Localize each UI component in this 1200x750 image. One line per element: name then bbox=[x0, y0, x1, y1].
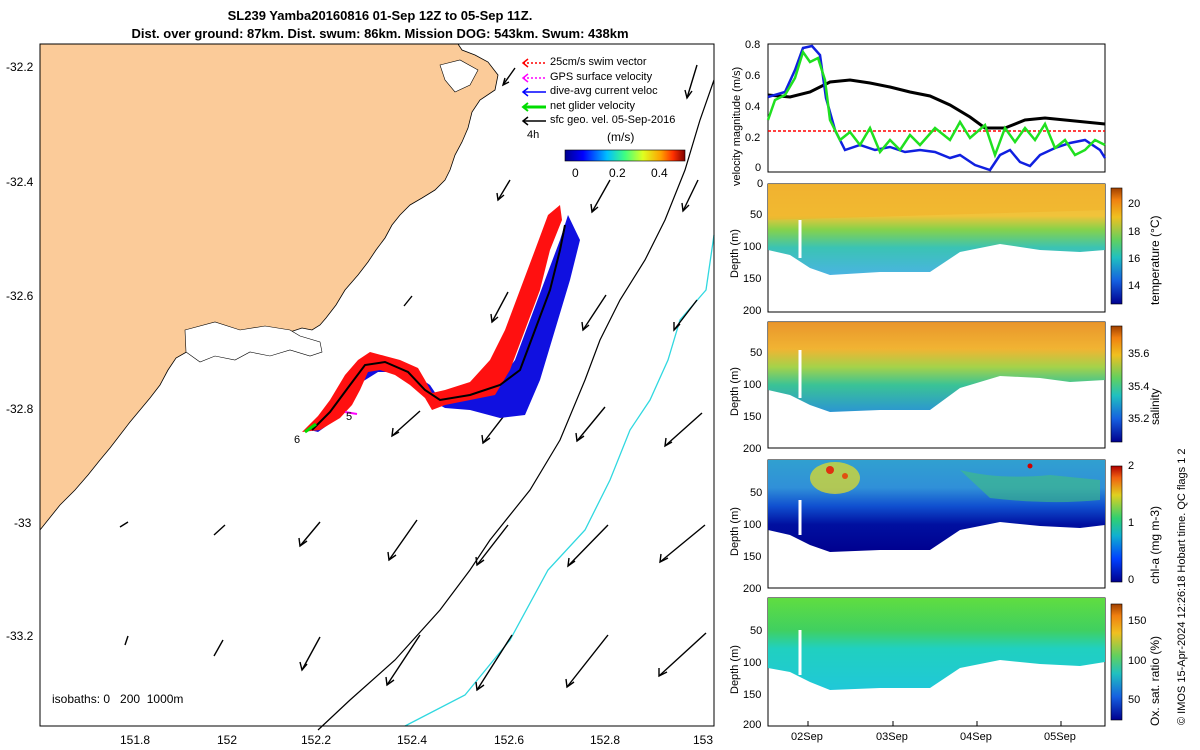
sal-cb-tick: 35.2 bbox=[1128, 413, 1150, 425]
ox-cb-tick: 150 bbox=[1128, 615, 1147, 627]
temp-depth-tick: 150 bbox=[743, 273, 762, 285]
copyright-caption: © IMOS 15-Apr-2024 12:26:18 Hobart time.… bbox=[1176, 448, 1188, 725]
lake bbox=[439, 59, 479, 93]
temp-depth-label: Depth (m) bbox=[729, 229, 741, 278]
colorbar-units: (m/s) bbox=[607, 130, 635, 144]
ox-depth-tick: 100 bbox=[743, 657, 762, 669]
velocity-blue-line bbox=[767, 44, 1107, 172]
net-glider-vector bbox=[304, 422, 317, 434]
sal-cb-tick: 35.4 bbox=[1128, 381, 1150, 393]
chl-cb-tick: 2 bbox=[1128, 460, 1135, 472]
ox-cb-tick: 100 bbox=[1128, 655, 1147, 667]
temp-cb-tick: 20 bbox=[1128, 198, 1141, 210]
sal-depth-label: Depth (m) bbox=[729, 367, 741, 416]
temp-depth-tick: 100 bbox=[743, 241, 762, 253]
lon-tick: 152 bbox=[217, 733, 238, 747]
time-tick: 03Sep bbox=[876, 731, 908, 743]
map-legend bbox=[521, 58, 546, 126]
temp-depth-tick: 200 bbox=[743, 305, 762, 317]
lon-tick: 153 bbox=[693, 733, 714, 747]
isobath-legend: isobaths: 0 200 1000m bbox=[52, 692, 184, 706]
ox-depth-label: Depth (m) bbox=[729, 645, 741, 694]
lon-tick: 152.6 bbox=[494, 733, 525, 747]
chl-depth-tick: 150 bbox=[743, 551, 762, 563]
chl-a-section bbox=[767, 459, 1123, 589]
colorbar-tick: 0 bbox=[572, 166, 579, 180]
sal-cb-label: salinity bbox=[1148, 388, 1162, 425]
title-line-2: Dist. over ground: 87km. Dist. swum: 86k… bbox=[131, 26, 629, 41]
lat-tick: -32.6 bbox=[6, 289, 34, 303]
gps-surface-vector bbox=[344, 411, 358, 415]
lat-tick: -32.2 bbox=[6, 60, 34, 74]
time-tick: 05Sep bbox=[1044, 731, 1076, 743]
velocity-ytick: 0.4 bbox=[745, 101, 761, 113]
sal-depth-tick: 50 bbox=[750, 347, 763, 359]
velocity-ylabel: velocity magnitude (m/s) bbox=[731, 66, 743, 186]
map-area bbox=[39, 43, 715, 731]
temp-depth-tick: 0 bbox=[757, 178, 764, 190]
velocity-ytick: 0.6 bbox=[745, 70, 761, 82]
current-vectors-blue bbox=[310, 215, 580, 432]
chl-cb-label: chl-a (mg m-3) bbox=[1148, 505, 1162, 584]
lat-tick: -33 bbox=[14, 516, 32, 530]
lon-tick: 152.8 bbox=[590, 733, 621, 747]
land-mass bbox=[39, 43, 499, 532]
salinity-section bbox=[767, 321, 1123, 449]
sal-depth-tick: 200 bbox=[743, 443, 762, 455]
time-tick: 02Sep bbox=[791, 731, 823, 743]
lat-tick: -33.2 bbox=[6, 629, 34, 643]
legend-gps-velocity: GPS surface velocity bbox=[550, 71, 653, 83]
legend-sfc-geo: sfc geo. vel. 05-Sep-2016 bbox=[550, 114, 676, 126]
track-marker-5: 5 bbox=[346, 411, 353, 423]
legend-swim-vector: 25cm/s swim vector bbox=[550, 56, 647, 68]
velocity-ytick: 0.8 bbox=[745, 39, 761, 51]
title-line-1: SL239 Yamba20160816 01-Sep 12Z to 05-Sep… bbox=[227, 8, 533, 23]
chl-depth-tick: 50 bbox=[750, 487, 763, 499]
sal-depth-tick: 100 bbox=[743, 379, 762, 391]
glider-track bbox=[302, 205, 580, 434]
temp-cb-tick: 14 bbox=[1128, 280, 1141, 292]
ox-depth-tick: 200 bbox=[743, 719, 762, 731]
velocity-ytick: 0.2 bbox=[745, 132, 761, 144]
estuary bbox=[184, 321, 323, 363]
ox-cb-label: Ox. sat. ratio (%) bbox=[1148, 635, 1162, 726]
velocity-panel bbox=[766, 43, 1107, 173]
speed-colorbar bbox=[564, 149, 686, 162]
lon-tick: 152.4 bbox=[397, 733, 428, 747]
legend-dive-avg: dive-avg current veloc bbox=[550, 85, 658, 97]
ox-cb-tick: 50 bbox=[1128, 694, 1141, 706]
lat-tick: -32.8 bbox=[6, 402, 34, 416]
legend-net-glider: net glider velocity bbox=[550, 100, 635, 112]
chl-cb-tick: 0 bbox=[1128, 574, 1135, 586]
time-tick: 04Sep bbox=[960, 731, 992, 743]
sfc-geo-velocity-arrows bbox=[119, 64, 707, 692]
chl-cb-tick: 1 bbox=[1128, 517, 1135, 529]
lon-tick: 151.8 bbox=[120, 733, 151, 747]
track-marker-6: 6 bbox=[294, 434, 301, 446]
chl-depth-tick: 100 bbox=[743, 519, 762, 531]
oxygen-section bbox=[767, 597, 1123, 727]
ox-depth-tick: 150 bbox=[743, 689, 762, 701]
lon-tick: 152.2 bbox=[301, 733, 332, 747]
colorbar-tick: 0.2 bbox=[609, 166, 626, 180]
temp-depth-tick: 50 bbox=[750, 209, 763, 221]
velocity-green-line bbox=[766, 49, 1106, 159]
colorbar-tick: 0.4 bbox=[651, 166, 668, 180]
chl-depth-tick: 200 bbox=[743, 583, 762, 595]
sal-depth-tick: 150 bbox=[743, 411, 762, 423]
lat-tick: -32.4 bbox=[6, 175, 34, 189]
chl-depth-label: Depth (m) bbox=[729, 507, 741, 556]
isobath-200 bbox=[317, 79, 715, 731]
net-glider-track bbox=[311, 224, 566, 431]
swim-vectors-red bbox=[302, 205, 562, 432]
temp-cb-tick: 18 bbox=[1128, 226, 1141, 238]
sal-cb-tick: 35.6 bbox=[1128, 348, 1150, 360]
ox-depth-tick: 50 bbox=[750, 625, 763, 637]
temp-cb-label: temperature (°C) bbox=[1148, 215, 1162, 306]
temp-cb-tick: 16 bbox=[1128, 253, 1141, 265]
temperature-section bbox=[767, 183, 1123, 313]
legend-time: 4h bbox=[527, 129, 540, 141]
velocity-ytick: 0 bbox=[755, 162, 762, 174]
